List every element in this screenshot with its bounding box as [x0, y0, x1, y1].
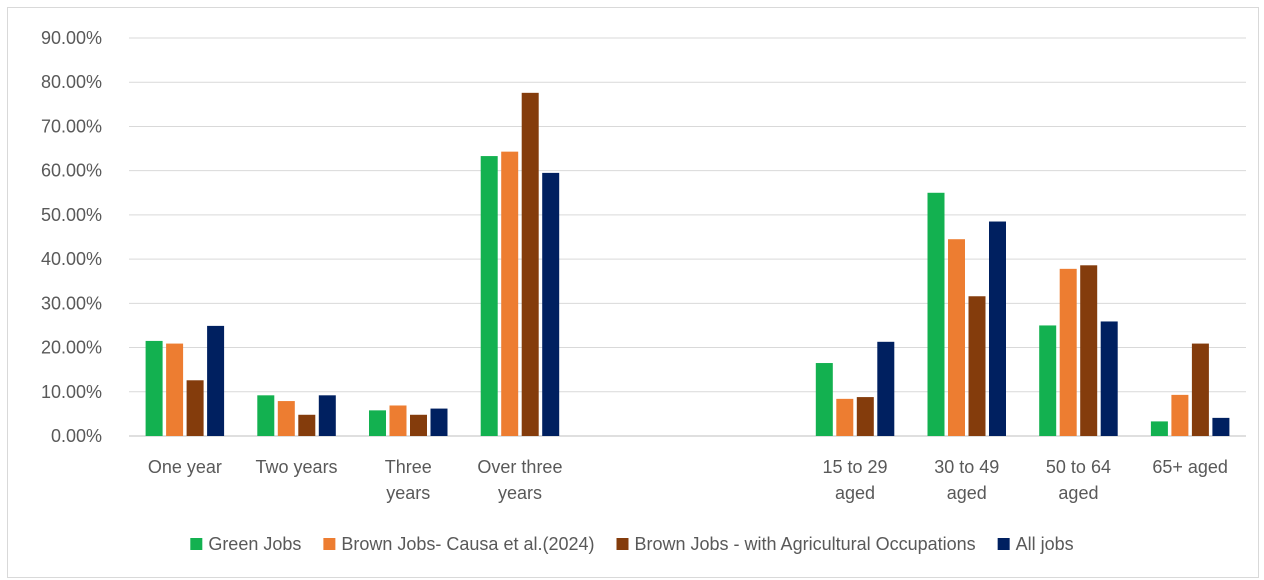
bar [948, 239, 965, 436]
y-tick-label: 50.00% [41, 205, 102, 225]
bar [1100, 321, 1118, 436]
bar [927, 192, 945, 436]
bar [877, 341, 895, 436]
bar [145, 340, 163, 436]
bar [166, 343, 184, 436]
bar [989, 221, 1006, 436]
x-category-label: 30 to 49 [934, 457, 999, 477]
bar [389, 405, 407, 436]
x-category-label: years [498, 483, 542, 503]
legend-swatch [616, 538, 629, 550]
bar [1191, 343, 1209, 436]
x-category-label: Three [385, 457, 432, 477]
bar [542, 172, 560, 436]
x-category-label: years [386, 483, 430, 503]
x-category-label: 65+ aged [1152, 457, 1228, 477]
legend-item: Brown Jobs- Causa et al.(2024) [323, 534, 595, 554]
x-category-label: One year [148, 457, 222, 477]
bar [318, 395, 336, 436]
bar [856, 397, 874, 436]
y-tick-label: 0.00% [51, 426, 102, 446]
y-tick-label: 30.00% [41, 293, 102, 313]
bar [298, 414, 316, 436]
bar [1059, 268, 1077, 436]
y-tick-label: 80.00% [41, 72, 102, 92]
chart-frame [7, 7, 1259, 578]
bar [257, 395, 275, 436]
legend-label: Brown Jobs - with Agricultural Occupatio… [635, 534, 976, 554]
legend-item: Green Jobs [190, 534, 301, 554]
bar [480, 156, 498, 436]
bar [1150, 421, 1168, 436]
bar [501, 151, 519, 436]
y-tick-label: 90.00% [41, 28, 102, 48]
legend-label: Brown Jobs- Causa et al.(2024) [341, 534, 594, 554]
bar [207, 325, 225, 436]
x-category-label: 50 to 64 [1046, 457, 1111, 477]
x-category-label: aged [947, 483, 987, 503]
bar [430, 408, 448, 436]
bar [369, 410, 386, 436]
x-category-label: Two years [256, 457, 338, 477]
bar [1171, 394, 1189, 436]
bar [521, 92, 539, 436]
y-tick-label: 60.00% [41, 161, 102, 181]
bar [1212, 417, 1230, 436]
bar [836, 398, 854, 436]
bar [410, 414, 427, 436]
x-category-label: Over three [477, 457, 562, 477]
legend: Green Jobs Brown Jobs- Causa et al.(2024)… [190, 534, 1074, 554]
legend-swatch [190, 538, 203, 550]
bar [815, 363, 833, 436]
legend-swatch [997, 538, 1010, 550]
y-tick-label: 40.00% [41, 249, 102, 269]
bar [1080, 265, 1098, 436]
x-category-label: aged [1058, 483, 1098, 503]
y-tick-label: 20.00% [41, 338, 102, 358]
legend-label: All jobs [1016, 534, 1074, 554]
bar [186, 380, 204, 436]
x-category-label: aged [835, 483, 875, 503]
legend-label: Green Jobs [208, 534, 301, 554]
legend-item: Brown Jobs - with Agricultural Occupatio… [616, 534, 976, 554]
y-tick-label: 10.00% [41, 382, 102, 402]
legend-swatch [323, 538, 336, 550]
x-category-label: 15 to 29 [823, 457, 888, 477]
y-tick-label: 70.00% [41, 116, 102, 136]
bar [277, 401, 295, 436]
bar [968, 296, 986, 436]
legend-item: All jobs [997, 534, 1074, 554]
bar [1039, 325, 1057, 436]
